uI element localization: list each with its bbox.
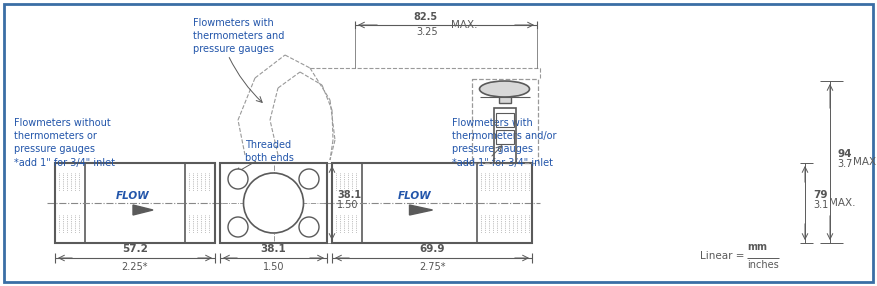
Bar	[494, 108, 516, 163]
Text: mm: mm	[747, 242, 767, 252]
Polygon shape	[133, 205, 153, 215]
Text: MAX.: MAX.	[853, 157, 877, 167]
Text: MAX.: MAX.	[829, 198, 855, 208]
Text: 3.1: 3.1	[813, 200, 828, 210]
Text: FLOW: FLOW	[397, 191, 431, 201]
Circle shape	[299, 169, 319, 189]
Text: 38.1: 38.1	[337, 190, 361, 200]
Text: MAX.: MAX.	[451, 20, 477, 30]
Text: Linear =: Linear =	[700, 251, 745, 261]
Text: 3.7: 3.7	[837, 159, 852, 169]
Circle shape	[228, 169, 248, 189]
Text: 79: 79	[813, 190, 828, 200]
Bar	[332, 163, 532, 243]
Text: 38.1: 38.1	[260, 244, 287, 254]
Ellipse shape	[480, 81, 530, 97]
Text: inches: inches	[747, 260, 779, 270]
Circle shape	[228, 217, 248, 237]
Bar	[496, 130, 514, 144]
Text: Flowmeters with
thermometers and
pressure gauges: Flowmeters with thermometers and pressur…	[193, 18, 284, 54]
Bar	[220, 163, 327, 243]
Text: 2.75*: 2.75*	[418, 262, 446, 272]
Bar	[472, 79, 538, 163]
Text: Threaded
both ends: Threaded both ends	[245, 140, 294, 163]
Text: 57.2: 57.2	[122, 244, 148, 254]
Text: 94: 94	[837, 149, 852, 159]
Circle shape	[244, 173, 303, 233]
Text: 69.9: 69.9	[419, 244, 445, 254]
Circle shape	[299, 217, 319, 237]
Text: FLOW: FLOW	[116, 191, 150, 201]
Bar	[498, 91, 510, 103]
Text: 1.50: 1.50	[263, 262, 284, 272]
Bar	[496, 113, 514, 127]
Bar	[55, 163, 215, 243]
Text: 1.50: 1.50	[337, 200, 359, 210]
Text: 3.25: 3.25	[417, 27, 438, 37]
Text: Flowmeters with
thermometers and/or
pressure gauges
*add 1" for 3/4" inlet: Flowmeters with thermometers and/or pres…	[452, 118, 557, 168]
Text: Flowmeters without
thermometers or
pressure gauges
*add 1" for 3/4" inlet: Flowmeters without thermometers or press…	[14, 118, 115, 168]
Text: 2.25*: 2.25*	[122, 262, 148, 272]
Text: 82.5: 82.5	[414, 12, 438, 22]
Polygon shape	[410, 205, 432, 215]
